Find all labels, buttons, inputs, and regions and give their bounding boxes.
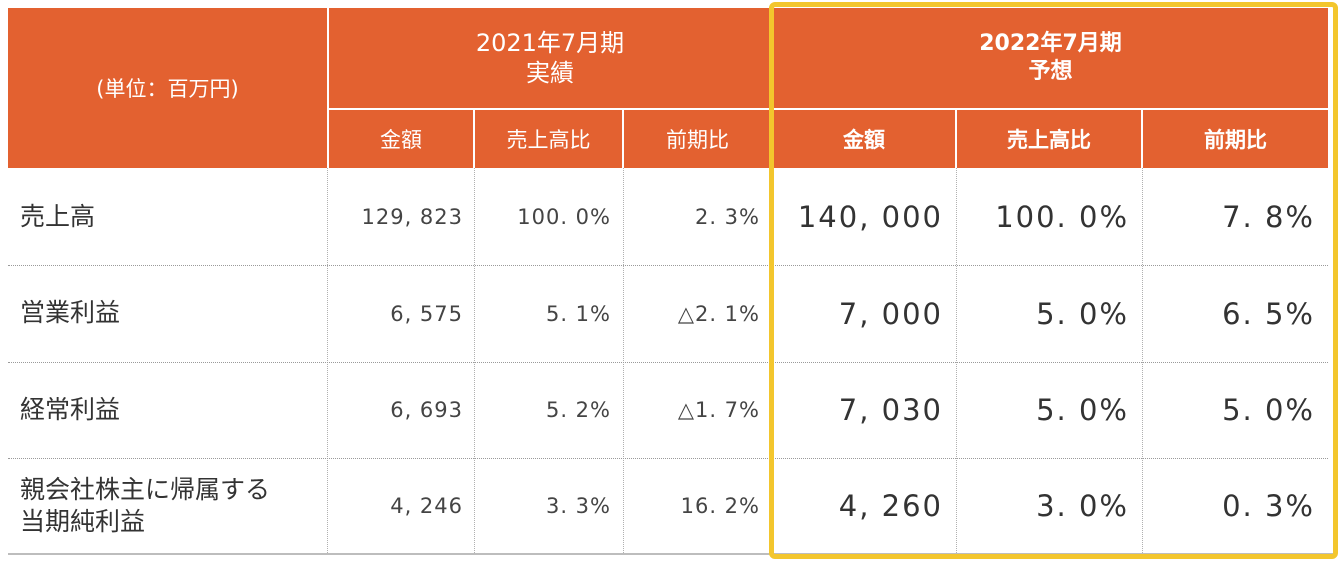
row-separator: [8, 265, 1328, 266]
fy2021-amount-net-sales: 129, 823: [361, 204, 463, 229]
header-fy2021-type: 実績: [526, 59, 574, 87]
fy2022-amount-ordinary-profit: 7, 030: [838, 393, 943, 427]
row-label-net-sales: 売上高: [20, 202, 96, 231]
fy2022-yoy-net-sales: 7. 8%: [1222, 199, 1315, 234]
col-fy2022-ratio: 売上高比: [957, 110, 1141, 168]
fy2021-ratio-net-sales: 100. 0%: [517, 204, 611, 229]
row-label-net-income-line1: 親会社株主に帰属する: [20, 475, 271, 504]
fy2021-amount-ordinary-profit: 6, 693: [390, 398, 463, 422]
fy2021-amount-operating-profit: 6, 575: [390, 301, 463, 326]
fy2021-ratio-net-income: 3. 3%: [545, 493, 611, 518]
fy2021-yoy-net-sales: 2. 3%: [694, 204, 760, 229]
unit-label: (単位：百万円): [8, 8, 327, 168]
header-fy2022-period: 2022年7月期: [979, 31, 1122, 56]
fy2021-ratio-operating-profit: 5. 1%: [545, 301, 611, 326]
fy2021-yoy-operating-profit: △2. 1%: [677, 301, 760, 326]
col-fy2021-ratio: 売上高比: [475, 110, 622, 168]
row-separator: [8, 458, 1328, 459]
fy2021-yoy-net-income: 16. 2%: [680, 493, 760, 518]
grid-vline: [623, 168, 624, 553]
col-fy2021-yoy: 前期比: [624, 110, 771, 168]
fy2022-yoy-net-income: 0. 3%: [1222, 488, 1315, 523]
fy2021-yoy-ordinary-profit: △1. 7%: [677, 398, 760, 422]
fy2021-ratio-ordinary-profit: 5. 2%: [545, 398, 611, 422]
row-label-net-income-line2: 当期純利益: [20, 507, 146, 536]
grid-vline: [327, 168, 328, 553]
fy2022-ratio-net-income: 3. 0%: [1036, 488, 1129, 523]
table-bottom-rule: [8, 553, 1333, 555]
header-fy2021: 2021年7月期 実績: [329, 8, 771, 108]
row-separator: [8, 362, 1328, 363]
header-fy2021-period: 2021年7月期: [475, 29, 625, 57]
grid-vline: [956, 168, 957, 553]
col-fy2021-amount: 金額: [329, 110, 473, 168]
grid-vline: [474, 168, 475, 553]
fy2022-yoy-operating-profit: 6. 5%: [1222, 296, 1315, 331]
fy2022-amount-operating-profit: 7, 000: [838, 296, 943, 331]
fy2021-amount-net-income: 4, 246: [390, 493, 463, 518]
header-fy2022: 2022年7月期 予想: [773, 8, 1328, 108]
fy2022-ratio-net-sales: 100. 0%: [995, 199, 1129, 234]
row-label-ordinary-profit: 経常利益: [20, 395, 121, 424]
col-fy2022-amount: 金額: [773, 110, 955, 168]
fy2022-amount-net-sales: 140, 000: [797, 199, 943, 234]
col-fy2022-yoy: 前期比: [1143, 110, 1328, 168]
header-fy2022-type: 予想: [1028, 59, 1073, 84]
fy2022-ratio-ordinary-profit: 5. 0%: [1036, 393, 1129, 427]
fy2022-yoy-ordinary-profit: 5. 0%: [1222, 393, 1315, 427]
row-label-operating-profit: 営業利益: [20, 298, 121, 327]
grid-vline: [1142, 168, 1143, 553]
fy2022-ratio-operating-profit: 5. 0%: [1036, 296, 1129, 331]
row-label-net-income: 親会社株主に帰属する 当期純利益: [20, 474, 270, 538]
fy2022-amount-net-income: 4, 260: [838, 488, 943, 523]
